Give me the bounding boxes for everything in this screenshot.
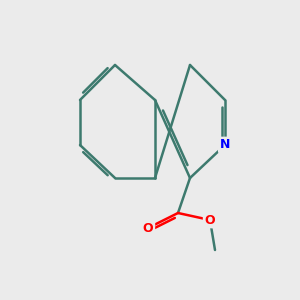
Text: N: N xyxy=(220,139,230,152)
Text: O: O xyxy=(143,221,153,235)
Text: O: O xyxy=(205,214,215,226)
